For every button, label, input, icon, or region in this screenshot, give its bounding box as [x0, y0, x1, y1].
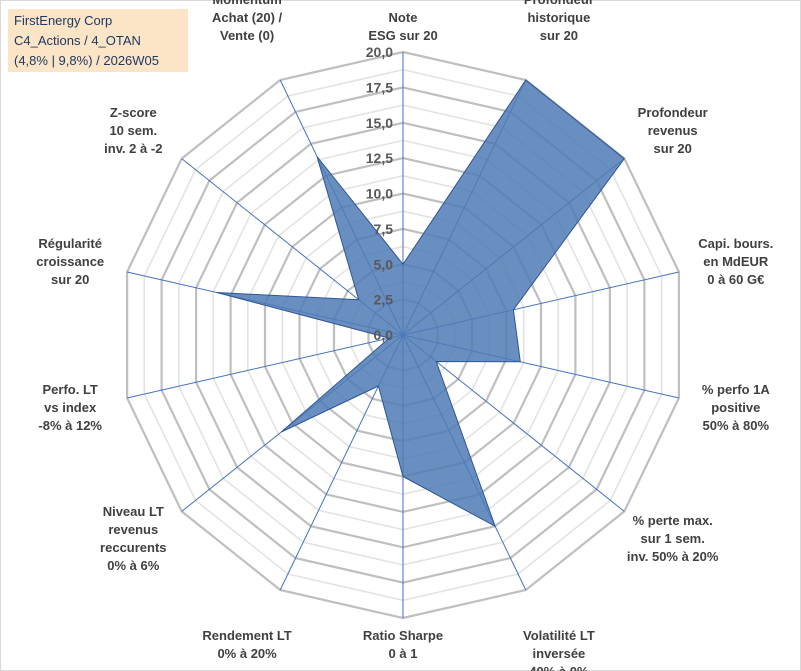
company-name: FirstEnergy Corp — [14, 13, 113, 28]
axis-label: Rendement LT 0% à 20% — [202, 628, 291, 661]
radial-tick-labels: 0,0 2,5 5,0 7,5 10,0 12,5 15,0 17,5 20,0 — [366, 44, 393, 343]
axis-spoke — [126, 334, 404, 399]
axis-label-line: en MdEUR — [703, 254, 769, 269]
axis-label-line: sur 20 — [540, 28, 578, 43]
axis-label-line: sur 1 sem. — [641, 531, 705, 546]
axis-label: Perfo. LT vs index -8% à 12% — [38, 382, 102, 433]
axis-label: Capi. bours. en MdEUR 0 à 60 G€ — [698, 236, 773, 287]
axis-label-line: inversée — [533, 646, 586, 661]
axis-labels: Note ESG sur 20 Profondeur historique sur 20… — [36, 0, 773, 671]
axis-label: Régularité croissance sur 20 — [36, 236, 104, 287]
axis-label-line: 0 à 60 G€ — [707, 272, 764, 287]
axis-label-line: Vente (0) — [220, 28, 274, 43]
axis-label-line: positive — [711, 400, 760, 415]
tick-label: 20,0 — [366, 44, 393, 60]
weights-and-week: (4,8% | 9,8%) / 2026W05 — [14, 53, 160, 68]
axis-label-line: 0% à 6% — [107, 558, 159, 573]
axis-label-line: Volatilité LT — [523, 628, 595, 643]
axis-label: Niveau LT revenus reccurents 0% à 6% — [100, 504, 166, 573]
tick-label: 12,5 — [366, 150, 393, 166]
axis-label-line: Capi. bours. — [698, 236, 773, 251]
axis-label-line: Régularité — [38, 236, 102, 251]
axis-label-line: historique — [527, 10, 590, 25]
axis-label-line: Z-score — [110, 105, 157, 120]
axis-label-line: revenus — [108, 522, 158, 537]
axis-label: Momentum Achat (20) / Vente (0) — [212, 0, 282, 43]
axis-label-line: ESG sur 20 — [368, 28, 437, 43]
axis-label-line: croissance — [36, 254, 104, 269]
axis-label-line: Niveau LT — [103, 504, 164, 519]
axis-label: Volatilité LT inversée 40% à 0% — [523, 628, 595, 671]
axis-label: Note ESG sur 20 — [368, 10, 437, 43]
axis-label: Profondeur historique sur 20 — [524, 0, 594, 43]
axis-label-line: -8% à 12% — [38, 418, 102, 433]
axis-label-line: reccurents — [100, 540, 166, 555]
axis-label-line: inv. 50% à 20% — [627, 549, 719, 564]
axis-spoke — [402, 334, 625, 512]
axis-label: % perte max. sur 1 sem. inv. 50% à 20% — [627, 513, 719, 564]
axis-label-line: Ratio Sharpe — [363, 628, 443, 643]
axis-label: Z-score 10 sem. inv. 2 à -2 — [104, 105, 162, 156]
axis-label-line: % perfo 1A — [702, 382, 771, 397]
axis-label-line: Note — [389, 10, 418, 25]
axis-label-line: Profondeur — [524, 0, 594, 7]
axis-label: Ratio Sharpe 0 à 1 — [363, 628, 443, 661]
axis-label-line: sur 20 — [654, 141, 692, 156]
tick-label: 0,0 — [374, 327, 394, 343]
axis-label-line: revenus — [648, 123, 698, 138]
tick-label: 15,0 — [366, 115, 393, 131]
portfolio-category: C4_Actions / 4_OTAN — [14, 33, 141, 48]
series-polygon — [216, 79, 625, 528]
axis-label-line: Momentum — [212, 0, 281, 7]
axis-label-line: Achat (20) / — [212, 10, 282, 25]
axis-label-line: Perfo. LT — [43, 382, 98, 397]
axis-label: % perfo 1A positive 50% à 80% — [702, 382, 771, 433]
tick-label: 17,5 — [366, 79, 393, 95]
axis-label-line: 0 à 1 — [389, 646, 418, 661]
tick-label: 2,5 — [374, 292, 394, 308]
axis-label-line: 40% à 0% — [529, 664, 589, 671]
axis-label-line: 50% à 80% — [703, 418, 770, 433]
tick-label: 10,0 — [366, 186, 393, 202]
axis-label-line: inv. 2 à -2 — [104, 141, 162, 156]
chart-info-box: FirstEnergy Corp C4_Actions / 4_OTAN (4,… — [8, 9, 188, 72]
axis-label-line: Rendement LT — [202, 628, 291, 643]
axis-label-line: 0% à 20% — [217, 646, 277, 661]
axis-label-line: % perte max. — [633, 513, 713, 528]
tick-label: 5,0 — [374, 256, 394, 272]
axis-label-line: sur 20 — [51, 272, 89, 287]
axis-label-line: Profondeur — [638, 105, 708, 120]
axis-label: Profondeur revenus sur 20 — [638, 105, 708, 156]
axis-label-line: vs index — [44, 400, 97, 415]
tick-label: 7,5 — [374, 221, 394, 237]
axis-label-line: 10 sem. — [109, 123, 157, 138]
